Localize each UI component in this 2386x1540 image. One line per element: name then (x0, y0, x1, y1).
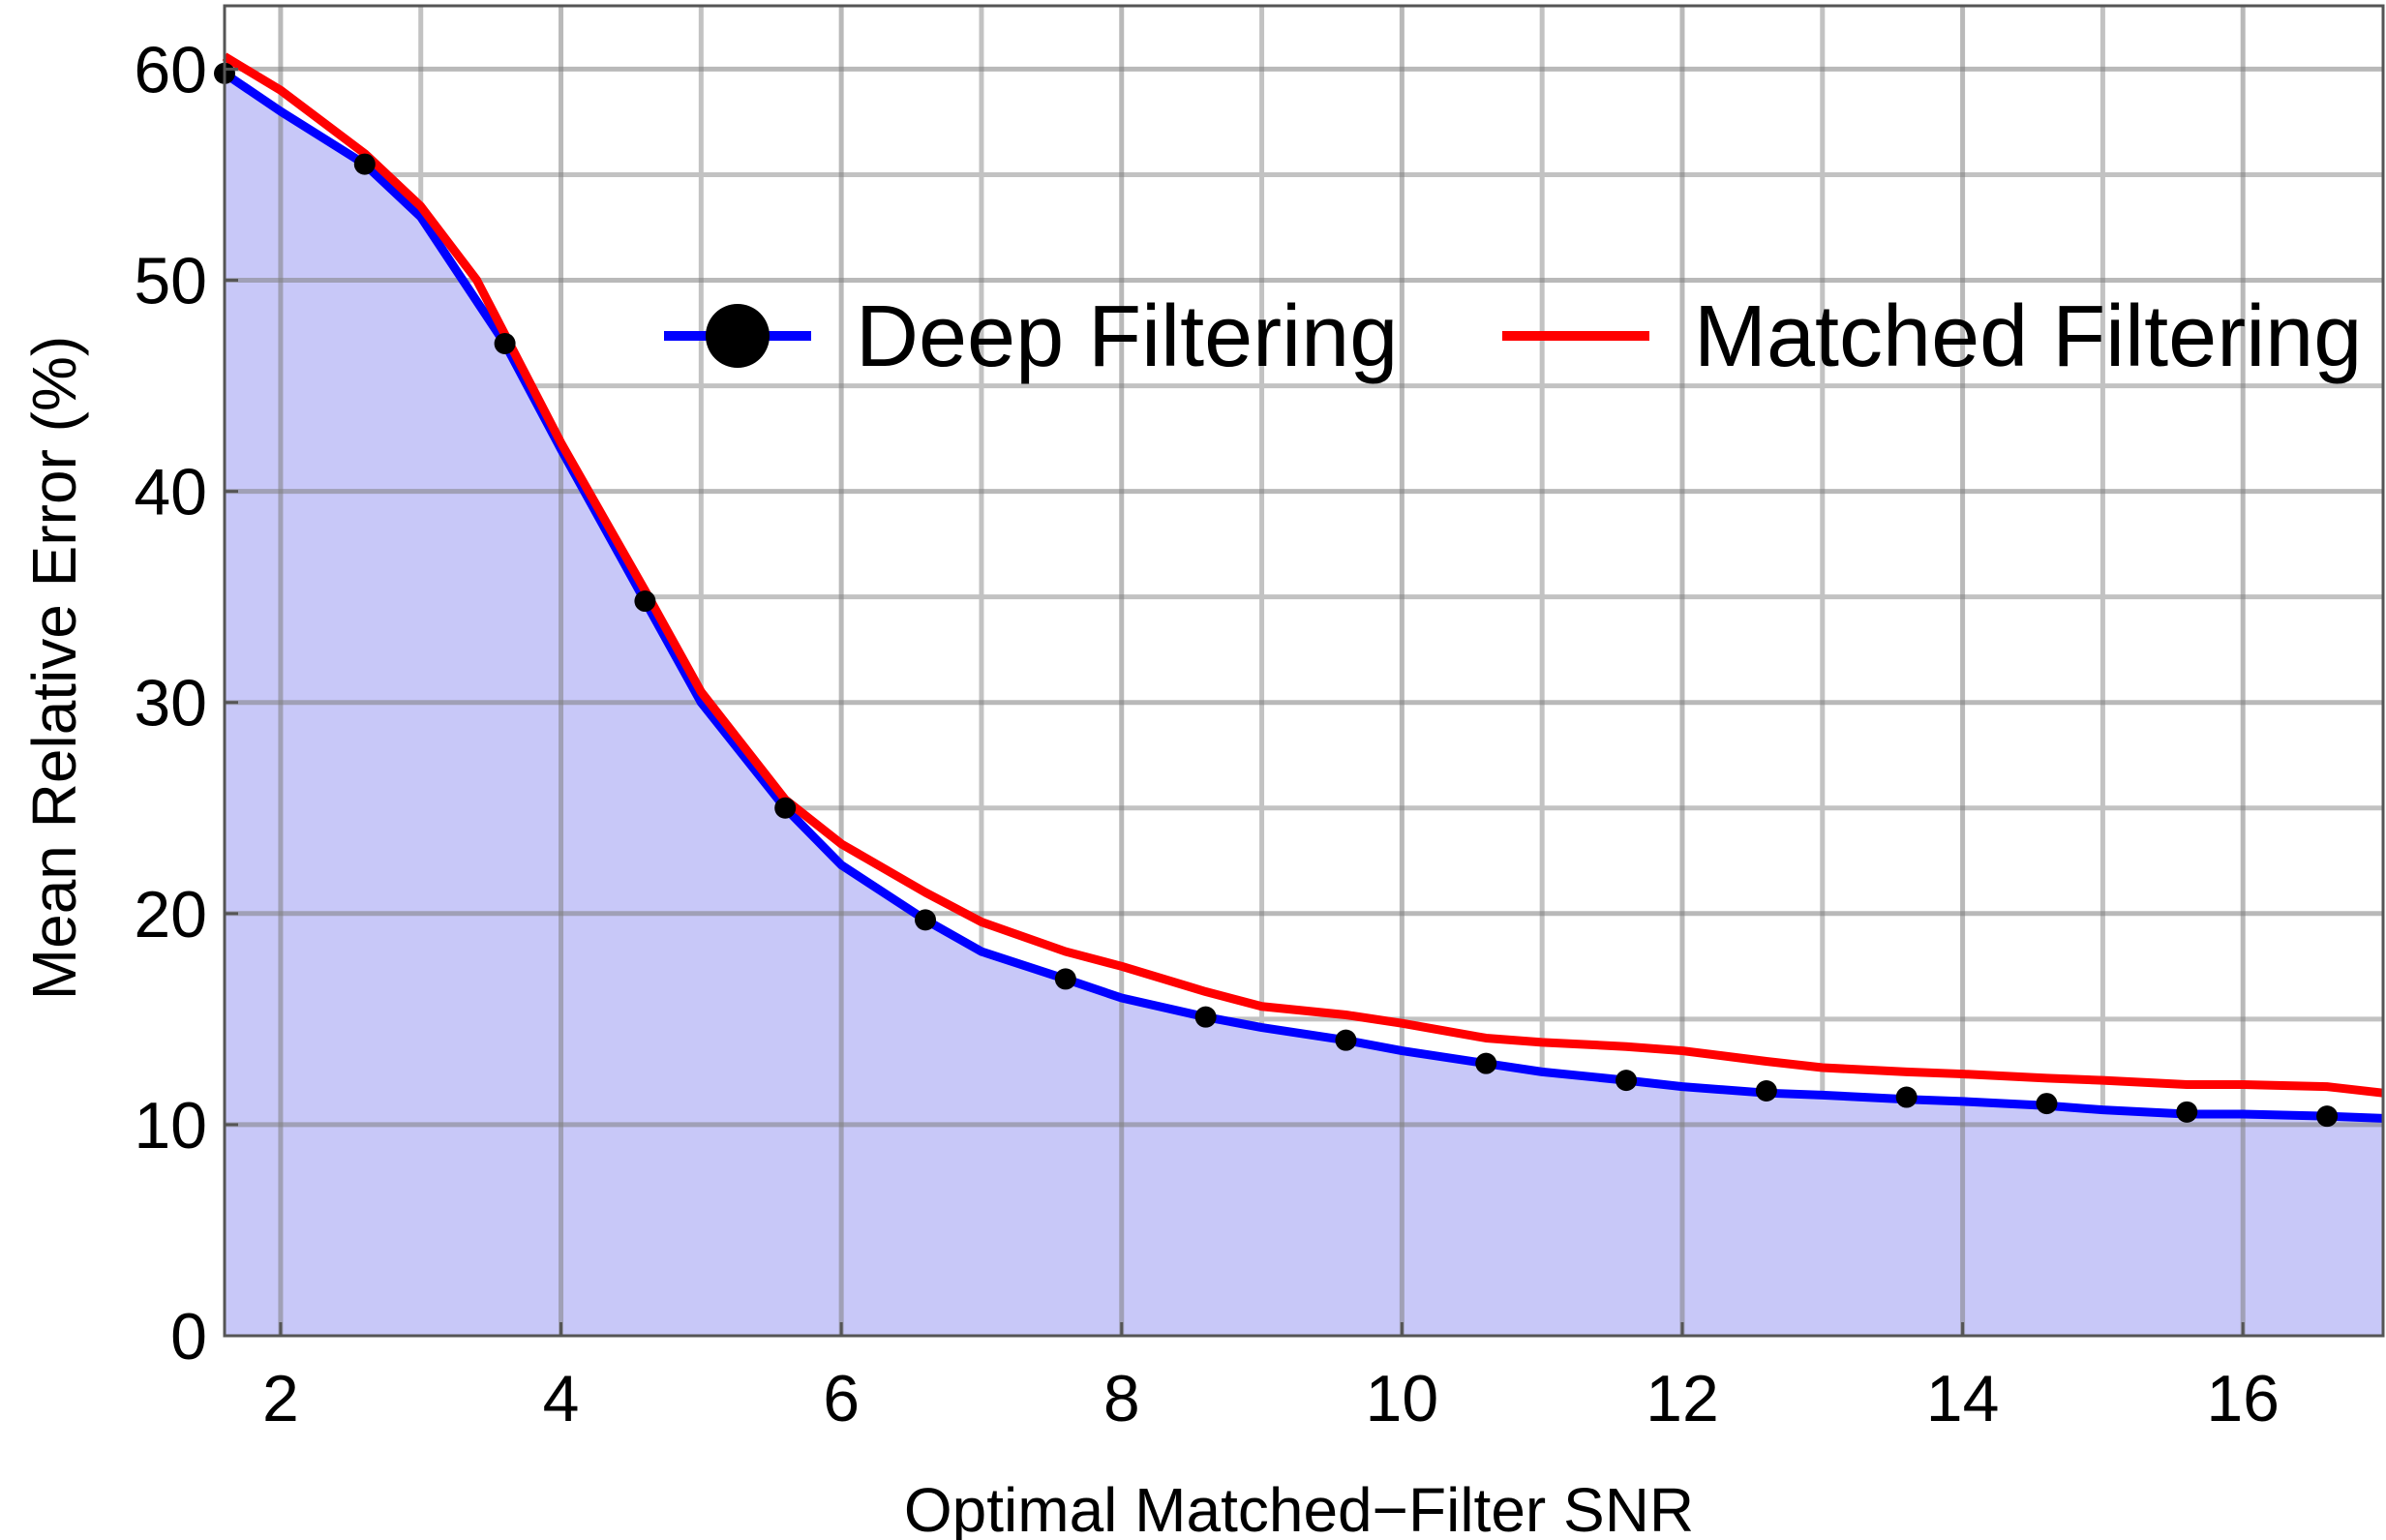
x-tick-label: 12 (1646, 1362, 1719, 1435)
x-tick-label: 10 (1366, 1362, 1439, 1435)
legend-label-deep-filtering: Deep Filtering (856, 288, 1398, 385)
y-tick-label: 60 (134, 33, 207, 106)
x-tick-label: 8 (1103, 1362, 1140, 1435)
y-tick-label: 10 (134, 1089, 207, 1163)
deep-filtering-point (915, 909, 937, 931)
deep-filtering-point (494, 332, 516, 354)
deep-filtering-point (1054, 968, 1076, 990)
legend-item-matched-filtering: Matched Filtering (1502, 288, 2362, 385)
y-tick-label: 0 (170, 1300, 207, 1374)
deep-filtering-point (353, 153, 376, 175)
y-tick-label: 40 (134, 456, 207, 529)
plot-frame (223, 4, 2385, 1338)
legend-label-matched-filtering: Matched Filtering (1694, 288, 2362, 385)
x-tick-label: 14 (1926, 1362, 2000, 1435)
deep-filtering-point (1755, 1080, 1777, 1102)
deep-filtering-point (774, 797, 797, 819)
y-tick-label: 30 (134, 667, 207, 740)
legend-marker-deep-filtering (706, 304, 770, 368)
x-axis-title: Optimal Matched−Filter SNR (904, 1475, 1694, 1540)
deep-filtering-point (1475, 1052, 1497, 1074)
legend-item-deep-filtering: Deep Filtering (664, 288, 1398, 385)
deep-filtering-point (2176, 1101, 2198, 1123)
x-tick-label: 4 (543, 1362, 580, 1435)
x-axis-ticks: 2 4 6 8 10 12 14 16 (262, 1322, 2280, 1435)
deep-filtering-point (634, 590, 656, 613)
y-axis-title: Mean Relative Error (%) (19, 336, 89, 1000)
x-tick-label: 2 (262, 1362, 299, 1435)
y-tick-label: 20 (134, 878, 207, 951)
deep-filtering-point (1616, 1070, 1638, 1092)
x-tick-label: 16 (2206, 1362, 2280, 1435)
deep-filtering-point (1194, 1006, 1217, 1028)
deep-filtering-fill (225, 73, 2383, 1336)
deep-filtering-point (2036, 1093, 2058, 1115)
y-axis-ticks: 0 10 20 30 40 50 60 (134, 33, 238, 1374)
x-tick-label: 6 (823, 1362, 860, 1435)
legend: Deep Filtering Matched Filtering (664, 288, 2362, 385)
y-tick-label: 50 (134, 245, 207, 318)
deep-filtering-point (1335, 1029, 1357, 1051)
deep-filtering-point (2316, 1105, 2339, 1128)
deep-filtering-point (1895, 1086, 1918, 1108)
matched-filtering-line (222, 52, 2384, 1098)
